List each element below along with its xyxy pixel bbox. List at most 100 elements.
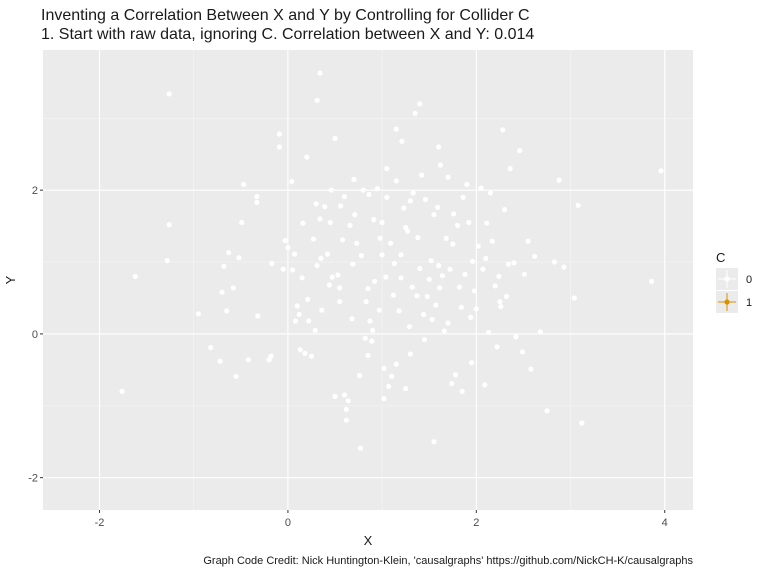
data-point: [343, 417, 349, 423]
data-point: [532, 253, 538, 259]
data-point: [254, 199, 260, 205]
data-point: [306, 318, 312, 324]
data-point: [371, 217, 377, 223]
data-point: [393, 361, 399, 367]
data-point: [369, 338, 375, 344]
data-point: [269, 260, 275, 267]
data-point: [362, 335, 368, 341]
data-point: [478, 185, 484, 191]
data-point: [374, 186, 380, 192]
plot-panel: [43, 50, 693, 510]
data-point: [327, 219, 333, 226]
legend-label: 1: [746, 297, 752, 309]
data-point: [556, 177, 562, 183]
legend-key-0: 0: [716, 268, 752, 290]
data-point: [487, 190, 494, 196]
data-point: [473, 306, 479, 312]
data-point: [294, 303, 300, 309]
data-point: [414, 293, 420, 299]
data-point: [409, 284, 415, 290]
data-point: [492, 283, 498, 289]
data-points: [119, 70, 664, 451]
data-point: [297, 347, 303, 353]
data-point: [459, 388, 465, 394]
data-point: [304, 154, 310, 160]
chart-title: Inventing a Correlation Between X and Y …: [41, 7, 530, 24]
data-point: [329, 274, 335, 280]
data-point: [412, 110, 418, 116]
data-point: [324, 251, 331, 257]
y-tick-label: 0: [32, 329, 38, 341]
caption: Graph Code Credit: Nick Huntington-Klein…: [203, 555, 693, 567]
data-point: [500, 127, 506, 133]
legend-title: C: [716, 250, 725, 265]
data-point: [482, 382, 488, 388]
data-point: [289, 178, 295, 185]
data-point: [439, 273, 445, 279]
data-point: [484, 220, 490, 226]
data-point: [266, 357, 272, 363]
data-point: [166, 222, 172, 228]
data-point: [280, 266, 286, 272]
data-point: [489, 238, 495, 244]
data-point: [497, 299, 503, 305]
data-point: [226, 250, 232, 256]
data-point: [521, 271, 528, 277]
data-point: [445, 320, 451, 326]
data-point: [511, 260, 517, 266]
data-point: [391, 260, 397, 267]
data-point: [384, 166, 390, 172]
data-point: [356, 373, 363, 379]
data-point: [443, 235, 449, 241]
data-point: [337, 285, 343, 291]
data-point: [517, 148, 523, 154]
x-axis-ticks: -2 0 2 4: [95, 510, 668, 529]
data-point: [367, 318, 373, 324]
data-point: [292, 318, 299, 324]
data-point: [453, 372, 459, 378]
data-point: [415, 235, 421, 241]
data-point: [390, 292, 396, 298]
data-point: [436, 144, 442, 150]
data-point: [314, 263, 320, 269]
data-point: [217, 358, 223, 364]
data-point: [410, 190, 416, 196]
data-point: [437, 285, 443, 291]
data-point: [417, 101, 423, 107]
data-point: [335, 272, 341, 278]
data-point: [436, 263, 442, 269]
data-point: [441, 328, 447, 334]
data-point: [233, 373, 239, 379]
data-point: [384, 194, 390, 200]
data-point: [513, 334, 519, 340]
data-point: [221, 263, 227, 269]
data-point: [383, 274, 389, 280]
data-point: [291, 251, 298, 257]
data-point: [551, 259, 558, 265]
data-point: [386, 383, 392, 389]
data-point: [460, 194, 466, 200]
data-point: [475, 243, 481, 249]
data-point: [341, 392, 347, 398]
data-point: [337, 299, 343, 305]
data-point: [285, 245, 291, 251]
data-point: [282, 237, 288, 244]
data-point: [424, 293, 430, 300]
data-point: [462, 271, 468, 277]
data-point: [332, 135, 338, 141]
data-point: [372, 278, 378, 284]
data-point: [407, 351, 413, 357]
data-point: [388, 240, 394, 246]
data-point: [575, 202, 581, 208]
data-point: [519, 349, 526, 355]
data-point: [360, 187, 366, 193]
data-point: [276, 131, 282, 137]
data-point: [366, 191, 372, 198]
data-point: [498, 304, 504, 310]
data-point: [507, 166, 513, 172]
data-point: [379, 219, 385, 226]
legend: C 0 1: [716, 250, 752, 313]
data-point: [119, 388, 125, 394]
data-point: [469, 360, 475, 366]
